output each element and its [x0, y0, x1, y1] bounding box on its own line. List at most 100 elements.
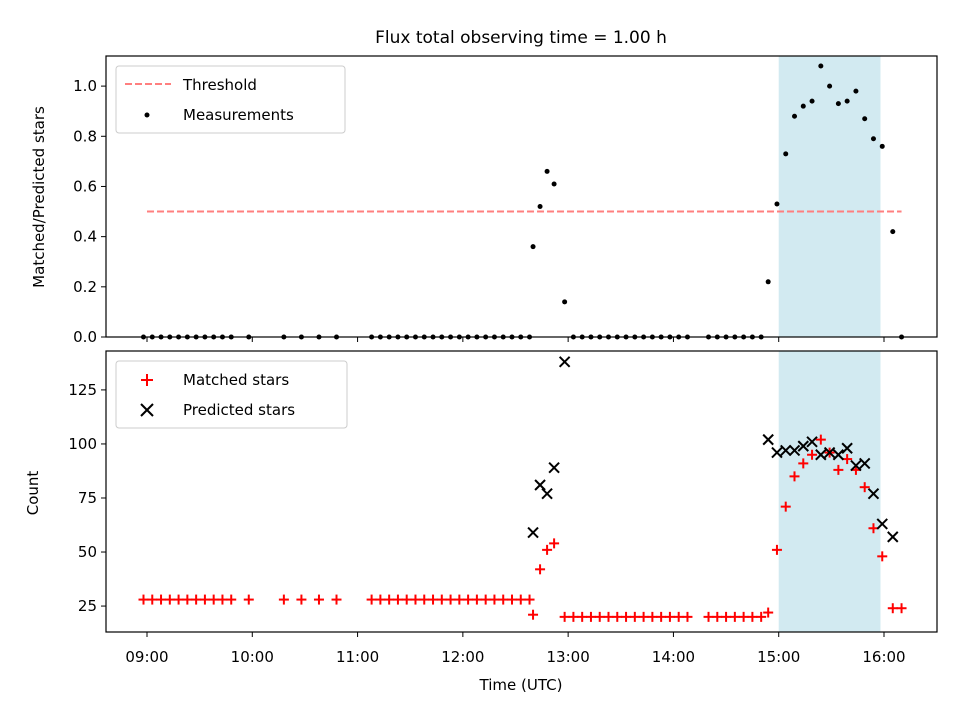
measurement-point [774, 201, 780, 207]
measurement-point [827, 83, 833, 89]
x-tick-label: 14:00 [652, 648, 695, 666]
matched-star-point [771, 544, 782, 555]
measurement-point [537, 204, 543, 210]
predicted-star-point [858, 457, 871, 470]
measurement-point [870, 136, 876, 142]
matched-star-point [833, 464, 844, 475]
matched-star-point [673, 611, 684, 622]
matched-star-point [798, 458, 809, 469]
x-tick-label: 11:00 [336, 648, 379, 666]
predicted-star-point [867, 487, 880, 500]
predicted-stars-points [527, 356, 899, 543]
measurement-point [879, 143, 885, 149]
predicted-legend-label: Predicted stars [183, 401, 295, 419]
matched-star-point [559, 611, 570, 622]
matched-star-point [454, 594, 465, 605]
top-legend-frame [115, 65, 346, 134]
matched-star-point [506, 594, 517, 605]
predicted-star-point [527, 526, 539, 539]
matched-star-point [524, 594, 535, 605]
predicted-star-point [832, 449, 845, 461]
predicted-star-point [887, 531, 899, 543]
matched-star-point [535, 564, 546, 575]
matched-star-point [647, 611, 658, 622]
matched-star-point [489, 594, 500, 605]
predicted-legend-swatch [140, 403, 154, 417]
matched-star-point [568, 611, 579, 622]
matched-star-point [445, 594, 456, 605]
top-panel: Flux total observing time = 1.00 h 0.0 0.… [30, 28, 938, 346]
matched-star-point [629, 611, 640, 622]
matched-star-point [428, 594, 439, 605]
matched-star-point [217, 594, 228, 605]
y-tick-label: 50 [78, 543, 97, 561]
y-tick-label: 25 [78, 597, 97, 615]
matched-star-point [729, 611, 740, 622]
matched-stars-points [138, 434, 907, 622]
matched-star-point [682, 611, 693, 622]
measurement-point [853, 88, 859, 94]
measurement-point [890, 229, 896, 235]
predicted-star-point [850, 459, 862, 472]
predicted-star-point [876, 518, 888, 530]
matched-star-point [436, 594, 447, 605]
x-tick-label: 15:00 [757, 648, 800, 666]
x-tick-label: 12:00 [441, 648, 484, 666]
x-tick-label: 09:00 [125, 648, 168, 666]
matched-star-point [612, 611, 623, 622]
matched-star-point [703, 611, 714, 622]
predicted-star-point [762, 433, 774, 446]
bottom-axes-frame [105, 350, 938, 633]
y-tick-label: 0.4 [73, 228, 97, 246]
matched-star-point [664, 611, 675, 622]
measurement-point [562, 299, 568, 305]
matched-star-point [807, 449, 818, 460]
bottom-panel: 25 50 75 100 125 09:00 10:00 11:00 12:00 13:00 14… [24, 350, 938, 694]
matched-star-point [577, 611, 588, 622]
predicted-star-point [534, 479, 546, 491]
measurement-point [783, 151, 789, 157]
predicted-star-point [815, 449, 827, 461]
top-axes-frame [105, 55, 938, 338]
matched-star-point [164, 594, 175, 605]
measurement-point [835, 101, 841, 107]
measurement-point [792, 113, 798, 119]
matched-star-point [859, 482, 870, 493]
matched-star-point [638, 611, 649, 622]
matched-star-point [887, 603, 898, 614]
measurement-point [862, 116, 868, 122]
matched-star-point [173, 594, 184, 605]
predicted-star-point [806, 436, 818, 448]
matched-star-point [549, 538, 560, 549]
matched-star-point [226, 594, 237, 605]
matched-star-point [656, 611, 667, 622]
matched-star-point [621, 611, 632, 622]
matched-star-point [585, 611, 596, 622]
x-tick-label: 16:00 [862, 648, 905, 666]
x-axis-label: Time (UTC) [479, 676, 563, 694]
y-tick-label: 1.0 [73, 77, 97, 95]
measurement-point [551, 181, 557, 187]
chart-title: Flux total observing time = 1.00 h [375, 28, 667, 48]
matched-star-point [147, 594, 158, 605]
matched-star-point [896, 603, 907, 614]
y-tick-label: 0.0 [73, 328, 97, 346]
predicted-star-point [841, 442, 853, 454]
predicted-star-point [788, 444, 801, 457]
measurements-legend-swatch [144, 112, 150, 118]
matched-star-point [156, 594, 167, 605]
matched-star-point [384, 594, 395, 605]
matched-star-point [712, 611, 723, 622]
matched-star-point [756, 611, 767, 622]
matched-star-point [789, 471, 800, 482]
top-y-axis-label: Matched/Predicted stars [30, 106, 48, 288]
predicted-star-point [797, 440, 809, 452]
top-legend: Threshold Measurements [115, 65, 346, 134]
predicted-star-point [541, 487, 553, 500]
x-tick-label: 13:00 [547, 648, 590, 666]
measurement-point [530, 244, 536, 250]
predicted-star-point [780, 444, 792, 457]
matched-star-point [208, 594, 219, 605]
top-x-ticks [146, 337, 885, 342]
